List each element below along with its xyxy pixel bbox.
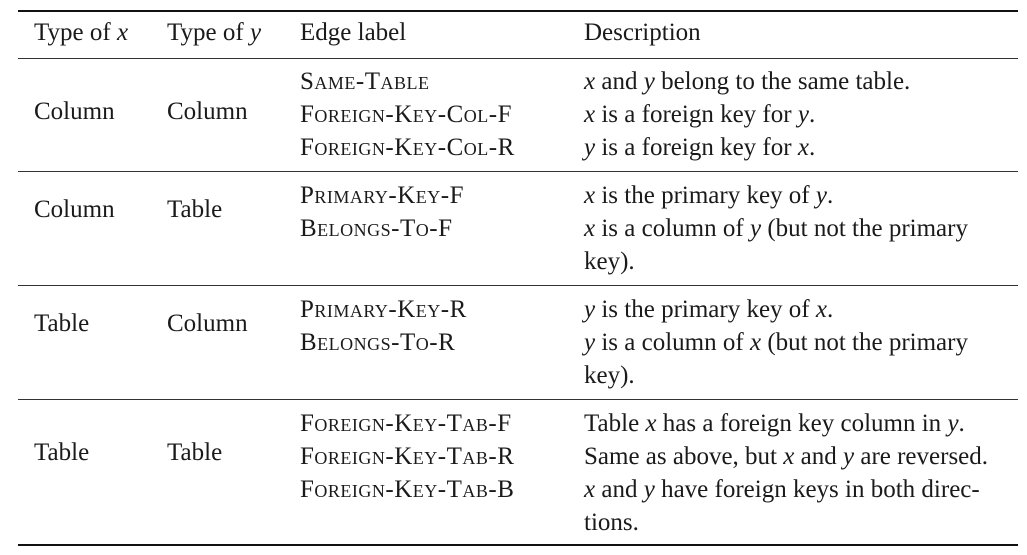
bottom-rule [18, 544, 1018, 546]
description-line: y is a column of x (but not the primary [584, 329, 968, 356]
description-line: x is the primary key of y. [584, 182, 834, 209]
relation-table: Type of x Type of y Edge label Descripti… [18, 10, 1018, 546]
header-type-x: Type of x [34, 19, 129, 46]
type-x-cell: Table [34, 310, 90, 337]
type-y-cell: Table [167, 196, 223, 223]
edge-label: Foreign-Key-Tab-F [300, 410, 512, 437]
edge-label: Belongs-To-F [300, 215, 453, 242]
math-variable: x [749, 329, 762, 356]
math-variable: x [797, 134, 809, 161]
description-line: Table x has a foreign key column in y. [584, 410, 965, 437]
math-variable: y [249, 19, 262, 46]
math-variable: y [643, 476, 655, 503]
description-cell: x is the primary key of y. x is a column… [584, 179, 968, 278]
top-rule [18, 10, 1018, 12]
math-variable: y [815, 182, 827, 209]
description-cell: x and y belong to the same table. x is a… [584, 65, 910, 164]
edge-label-cell: Same-Table Foreign-Key-Col-F Foreign-Key… [300, 65, 515, 164]
description-line: tions. [584, 509, 639, 536]
description-line: Same as above, but x and y are reversed. [584, 443, 989, 470]
table-row: Column Table Primary-Key-F Belongs-To-F … [18, 172, 1018, 285]
edge-label-cell: Primary-Key-F Belongs-To-F [300, 179, 464, 245]
math-variable: y [643, 68, 655, 95]
header-edge-label: Edge label [300, 19, 407, 46]
description-line: y is a foreign key for x. [584, 134, 816, 161]
row-rule [18, 399, 1018, 400]
math-variable: x [815, 296, 827, 323]
math-variable: x [116, 19, 129, 46]
row-rule [18, 285, 1018, 286]
description-line: key). [584, 362, 635, 389]
description-cell: y is the primary key of x. y is a column… [584, 293, 968, 392]
header-type-y: Type of y [167, 19, 262, 46]
description-line: x and y have foreign keys in both direc- [584, 476, 980, 503]
table-row: Table Table Foreign-Key-Tab-F Foreign-Ke… [18, 400, 1018, 544]
type-y-cell: Column [167, 98, 248, 125]
edge-label-cell: Primary-Key-R Belongs-To-R [300, 293, 467, 359]
type-x-cell: Table [34, 439, 90, 466]
edge-label: Primary-Key-R [300, 296, 467, 323]
math-variable: y [947, 410, 959, 437]
math-variable: y [584, 296, 596, 323]
edge-label: Belongs-To-R [300, 329, 456, 356]
math-variable: y [584, 134, 596, 161]
description-cell: Table x has a foreign key column in y. S… [584, 407, 988, 539]
description-line: x is a column of y (but not the primary [584, 215, 968, 242]
math-variable: x [645, 410, 657, 437]
header-rule [18, 58, 1018, 59]
description-line: x and y belong to the same table. [584, 68, 911, 95]
math-variable: x [584, 182, 596, 209]
edge-label-cell: Foreign-Key-Tab-F Foreign-Key-Tab-R Fore… [300, 407, 514, 506]
table-row: Column Column Same-Table Foreign-Key-Col… [18, 59, 1018, 171]
type-y-cell: Column [167, 310, 248, 337]
description-line: y is the primary key of x. [584, 296, 834, 323]
math-variable: x [584, 101, 596, 128]
edge-label: Foreign-Key-Tab-B [300, 476, 515, 503]
math-variable: x [584, 215, 596, 242]
edge-label: Foreign-Key-Tab-R [300, 443, 515, 470]
header-row: Type of x Type of y Edge label Descripti… [18, 12, 1018, 58]
math-variable: y [749, 215, 762, 242]
type-x-cell: Column [34, 98, 115, 125]
edge-label: Primary-Key-F [300, 182, 465, 209]
edge-label: Foreign-Key-Col-R [300, 134, 515, 161]
math-variable: x [783, 443, 795, 470]
edge-label: Same-Table [300, 68, 430, 95]
header-description: Description [584, 19, 701, 46]
math-variable: y [584, 329, 596, 356]
description-line: x is a foreign key for y. [584, 101, 816, 128]
edge-label: Foreign-Key-Col-F [300, 101, 512, 128]
math-variable: x [584, 476, 596, 503]
description-line: key). [584, 248, 635, 275]
table-row: Table Column Primary-Key-R Belongs-To-R … [18, 286, 1018, 399]
type-y-cell: Table [167, 439, 223, 466]
math-variable: x [584, 68, 596, 95]
row-rule [18, 171, 1018, 172]
type-x-cell: Column [34, 196, 115, 223]
math-variable: y [797, 101, 809, 128]
math-variable: y [842, 443, 855, 470]
